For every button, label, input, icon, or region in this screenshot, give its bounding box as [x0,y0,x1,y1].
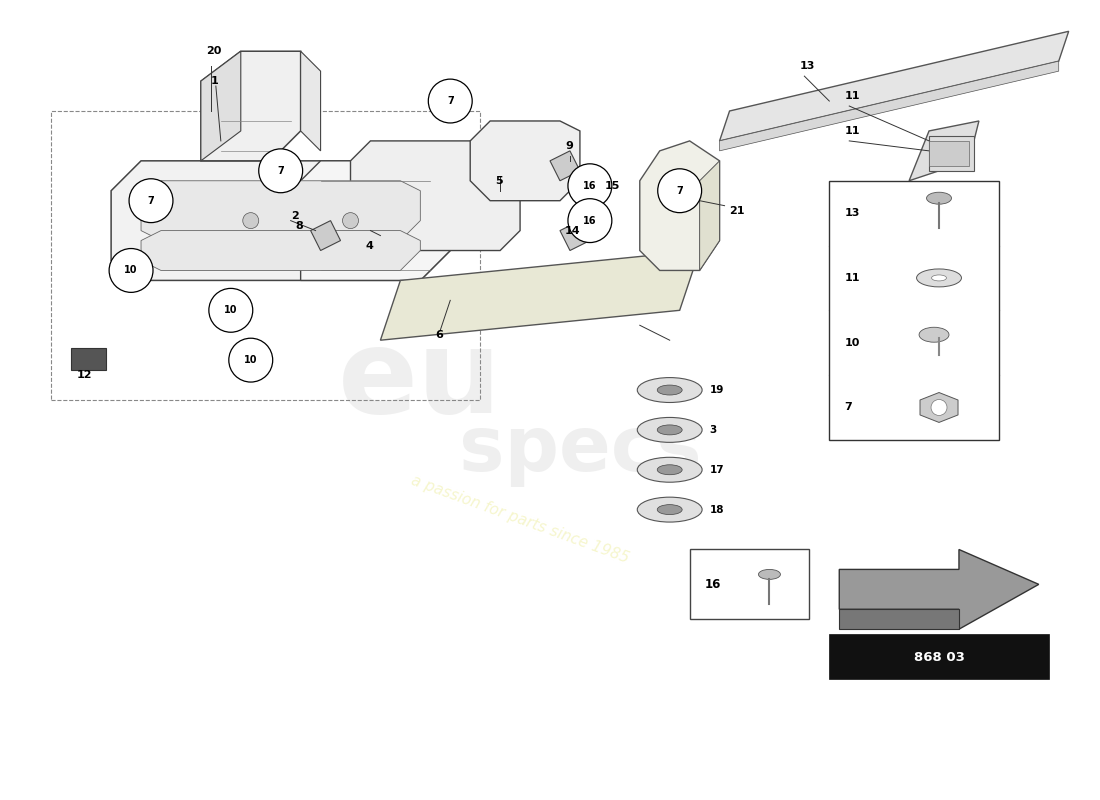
Text: 11: 11 [845,91,860,101]
Circle shape [658,169,702,213]
Polygon shape [719,61,1058,151]
Polygon shape [560,221,590,250]
Bar [829,634,1048,679]
Text: 5: 5 [495,176,503,186]
Text: 16: 16 [705,578,720,591]
Polygon shape [700,161,719,270]
Polygon shape [300,51,320,151]
Polygon shape [550,151,580,181]
Polygon shape [201,51,300,161]
Polygon shape [719,31,1069,141]
Text: 7: 7 [277,166,284,176]
Ellipse shape [637,418,702,442]
Polygon shape [470,121,580,201]
Text: 9: 9 [565,141,573,151]
Circle shape [229,338,273,382]
Ellipse shape [759,570,780,579]
Ellipse shape [637,458,702,482]
Ellipse shape [657,465,682,474]
Text: 8: 8 [296,221,304,230]
Circle shape [568,198,612,242]
Text: 18: 18 [710,505,724,514]
Ellipse shape [657,385,682,395]
Polygon shape [640,141,719,270]
Circle shape [258,149,303,193]
Ellipse shape [932,275,946,281]
Text: 12: 12 [76,370,91,380]
Polygon shape [839,550,1038,630]
Text: 10: 10 [845,338,859,348]
Text: 13: 13 [845,208,859,218]
Polygon shape [300,161,450,281]
Text: 19: 19 [710,385,724,395]
Bar [829,181,999,440]
Ellipse shape [920,327,949,342]
Ellipse shape [657,425,682,435]
Text: 7: 7 [147,196,154,206]
Text: 6: 6 [436,330,443,340]
Text: 15: 15 [605,181,620,190]
Text: 868 03: 868 03 [914,650,965,664]
Text: a passion for parts since 1985: a passion for parts since 1985 [409,473,631,566]
Text: 10: 10 [124,266,138,275]
Text: 13: 13 [800,61,815,71]
Text: 17: 17 [710,465,724,474]
Text: 4: 4 [365,241,373,250]
Text: 7: 7 [845,402,853,413]
Text: 20: 20 [206,46,221,56]
Circle shape [428,79,472,123]
Circle shape [931,399,947,415]
Text: specs: specs [459,413,701,487]
Polygon shape [839,610,959,630]
Text: 11: 11 [845,273,860,283]
Text: 11: 11 [845,126,860,136]
Polygon shape [909,121,979,181]
Polygon shape [141,181,420,241]
Polygon shape [310,221,341,250]
Circle shape [568,164,612,208]
Text: 1: 1 [211,76,219,86]
Text: 16: 16 [583,216,596,226]
Bar [930,136,974,170]
Text: 7: 7 [676,186,683,196]
Polygon shape [351,141,520,250]
Ellipse shape [637,378,702,402]
Polygon shape [381,250,700,340]
Text: 14: 14 [565,226,581,235]
Polygon shape [920,393,958,422]
Circle shape [129,178,173,222]
Text: 21: 21 [729,206,745,216]
Text: 7: 7 [447,96,453,106]
Bar [930,141,969,166]
Circle shape [243,213,258,229]
Ellipse shape [916,269,961,287]
Ellipse shape [637,497,702,522]
Bar [72,348,106,370]
Polygon shape [141,230,420,270]
Text: 10: 10 [244,355,257,365]
Polygon shape [201,51,241,161]
Bar [690,550,810,619]
Circle shape [209,288,253,332]
Text: 10: 10 [224,306,238,315]
Circle shape [109,249,153,292]
Text: 3: 3 [710,425,717,435]
Text: 2: 2 [290,210,298,221]
Polygon shape [111,161,450,281]
Text: eu: eu [339,322,503,438]
Ellipse shape [926,192,952,204]
Circle shape [342,213,359,229]
Ellipse shape [657,505,682,514]
Text: 16: 16 [583,181,596,190]
